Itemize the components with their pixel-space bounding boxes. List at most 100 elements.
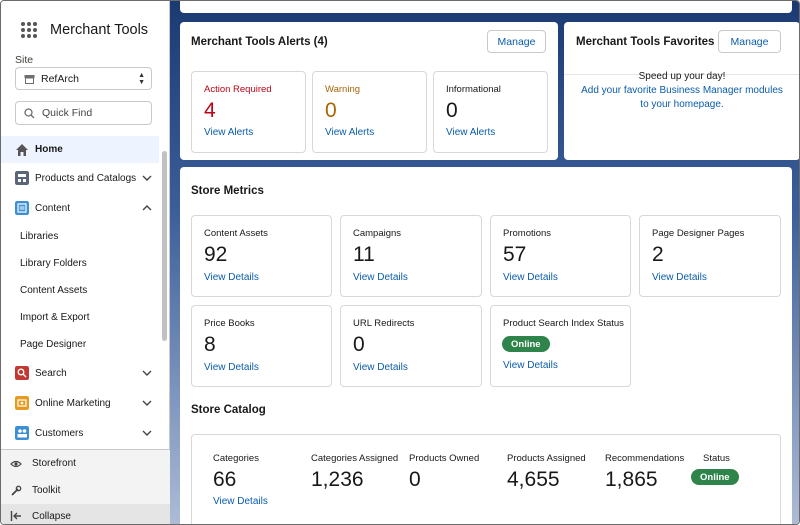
- quick-find-input[interactable]: Quick Find: [15, 101, 152, 125]
- store-metrics-card: Store Metrics Content Assets 92 View Det…: [180, 167, 792, 524]
- favorites-card: Merchant Tools Favorites (0) Manage Spee…: [564, 22, 799, 160]
- view-details-link[interactable]: View Details: [204, 272, 259, 283]
- alert-tile-label: Action Required: [204, 84, 272, 95]
- sidebar-item-content[interactable]: Content: [1, 193, 159, 223]
- view-details-link[interactable]: View Details: [652, 272, 707, 283]
- alert-tile-action-required[interactable]: Action Required 4 View Alerts: [191, 71, 306, 153]
- favorites-title: Merchant Tools Favorites (0): [576, 36, 732, 48]
- chevron-up-icon[interactable]: [141, 202, 153, 214]
- favorites-tagline: Speed up your day!: [638, 71, 726, 82]
- metric-tile-label: Product Search Index Status: [503, 318, 624, 329]
- view-alerts-link[interactable]: View Alerts: [325, 127, 375, 138]
- wrench-icon: [11, 485, 22, 496]
- sidebar-item-online-marketing[interactable]: Online Marketing: [1, 388, 159, 418]
- catalog-value: 66: [213, 468, 237, 491]
- view-alerts-link[interactable]: View Alerts: [204, 127, 254, 138]
- alert-tile-value: 4: [204, 99, 216, 122]
- metric-tile-price-books[interactable]: Price Books 8 View Details: [191, 305, 332, 387]
- collapse-left-icon: [10, 511, 21, 521]
- sort-arrows-icon: ▲ ▼: [138, 72, 145, 86]
- alerts-title: Merchant Tools Alerts (4): [191, 36, 328, 48]
- eye-icon: [10, 460, 22, 467]
- app-launcher-icon[interactable]: [21, 22, 37, 38]
- storefront-link[interactable]: Storefront: [1, 450, 170, 477]
- alerts-card: Merchant Tools Alerts (4) Manage Action …: [180, 22, 558, 160]
- favorites-add-link[interactable]: Add your favorite Business Manager modul…: [581, 85, 783, 96]
- products-icon: [15, 171, 29, 185]
- search-icon: [24, 107, 35, 118]
- metric-tile-product-search-index-status[interactable]: Product Search Index Status Online View …: [490, 305, 631, 387]
- store-metrics-title: Store Metrics: [191, 185, 264, 197]
- alert-tile-value: 0: [446, 99, 458, 122]
- sidebar-item-label: Customers: [35, 427, 84, 439]
- top-card-edge: [180, 1, 792, 13]
- metric-tile-label: Price Books: [204, 318, 255, 329]
- metric-tile-value: 92: [204, 243, 228, 266]
- favorites-empty-message: Speed up your day! Add your favorite Bus…: [564, 70, 799, 112]
- sidebar: Merchant Tools Site RefArch ▲ ▼ Quick Fin…: [1, 1, 170, 524]
- alerts-manage-button[interactable]: Manage: [487, 30, 546, 53]
- chevron-down-icon[interactable]: [141, 367, 153, 379]
- metric-tile-promotions[interactable]: Promotions 57 View Details: [490, 215, 631, 297]
- view-details-link[interactable]: View Details: [503, 360, 558, 371]
- site-select[interactable]: RefArch ▲ ▼: [15, 67, 152, 90]
- sidebar-scrollbar-thumb[interactable]: [162, 151, 167, 341]
- sidebar-subitem-content-assets[interactable]: Content Assets: [20, 285, 88, 296]
- view-details-link[interactable]: View Details: [503, 272, 558, 283]
- store-icon: [24, 74, 35, 84]
- metric-tile-page-designer-pages[interactable]: Page Designer Pages 2 View Details: [639, 215, 781, 297]
- search-category-icon: [15, 366, 29, 380]
- metric-tile-content-assets[interactable]: Content Assets 92 View Details: [191, 215, 332, 297]
- sidebar-item-label: Products and Catalogs: [35, 172, 137, 184]
- chevron-down-icon[interactable]: [141, 427, 153, 439]
- metric-tile-url-redirects[interactable]: URL Redirects 0 View Details: [340, 305, 482, 387]
- catalog-label: Status: [703, 453, 730, 464]
- alert-tile-label: Informational: [446, 84, 501, 95]
- catalog-label: Categories Assigned: [311, 453, 399, 464]
- view-alerts-link[interactable]: View Alerts: [446, 127, 496, 138]
- collapse-button[interactable]: Collapse: [1, 504, 170, 524]
- sidebar-subitem-library-folders[interactable]: Library Folders: [20, 258, 87, 269]
- alert-tile-informational[interactable]: Informational 0 View Alerts: [433, 71, 548, 153]
- metric-tile-label: Promotions: [503, 228, 552, 239]
- sidebar-item-label: Content: [35, 202, 71, 214]
- main-content: Merchant Tools Alerts (4) Manage Action …: [170, 1, 799, 524]
- catalog-label: Recommendations: [605, 453, 685, 464]
- sidebar-item-home[interactable]: Home: [1, 136, 159, 163]
- metric-tile-value: 8: [204, 333, 216, 356]
- sidebar-item-search[interactable]: Search: [1, 358, 159, 388]
- favorites-manage-button[interactable]: Manage: [718, 30, 781, 53]
- site-select-value: RefArch: [41, 72, 79, 85]
- catalog-value: 1,865: [605, 468, 658, 491]
- sidebar-item-customers[interactable]: Customers: [1, 418, 159, 448]
- toolkit-link[interactable]: Toolkit: [1, 477, 170, 504]
- sidebar-item-products-and-catalogs[interactable]: Products and Catalogs: [1, 163, 159, 193]
- catalog-label: Categories: [213, 453, 259, 464]
- view-details-link[interactable]: View Details: [353, 362, 408, 373]
- sidebar-item-label: Search: [35, 367, 67, 379]
- view-details-link[interactable]: View Details: [353, 272, 408, 283]
- catalog-value: 1,236: [311, 468, 364, 491]
- alert-tile-value: 0: [325, 99, 337, 122]
- favorites-add-link-continued[interactable]: to your homepage.: [640, 99, 724, 110]
- chevron-down-icon[interactable]: [141, 397, 153, 409]
- sidebar-scrollbar[interactable]: [160, 136, 170, 448]
- view-details-link[interactable]: View Details: [204, 362, 259, 373]
- status-badge: Online: [502, 336, 550, 352]
- sidebar-subitem-page-designer[interactable]: Page Designer: [20, 339, 87, 350]
- metric-tile-label: Campaigns: [353, 228, 402, 239]
- alert-tile-warning[interactable]: Warning 0 View Alerts: [312, 71, 427, 153]
- metric-tile-campaigns[interactable]: Campaigns 11 View Details: [340, 215, 482, 297]
- catalog-value: 0: [409, 468, 421, 491]
- sidebar-subitem-import-export[interactable]: Import & Export: [20, 312, 90, 323]
- metric-tile-value: 57: [503, 243, 527, 266]
- view-details-link[interactable]: View Details: [213, 496, 268, 507]
- metric-tile-value: 0: [353, 333, 365, 356]
- metric-tile-label: Page Designer Pages: [652, 228, 745, 239]
- metric-tile-label: Content Assets: [204, 228, 268, 239]
- chevron-down-icon[interactable]: [141, 172, 153, 184]
- sidebar-subitem-libraries[interactable]: Libraries: [20, 231, 59, 242]
- site-label: Site: [15, 54, 34, 66]
- storefront-label: Storefront: [32, 458, 76, 469]
